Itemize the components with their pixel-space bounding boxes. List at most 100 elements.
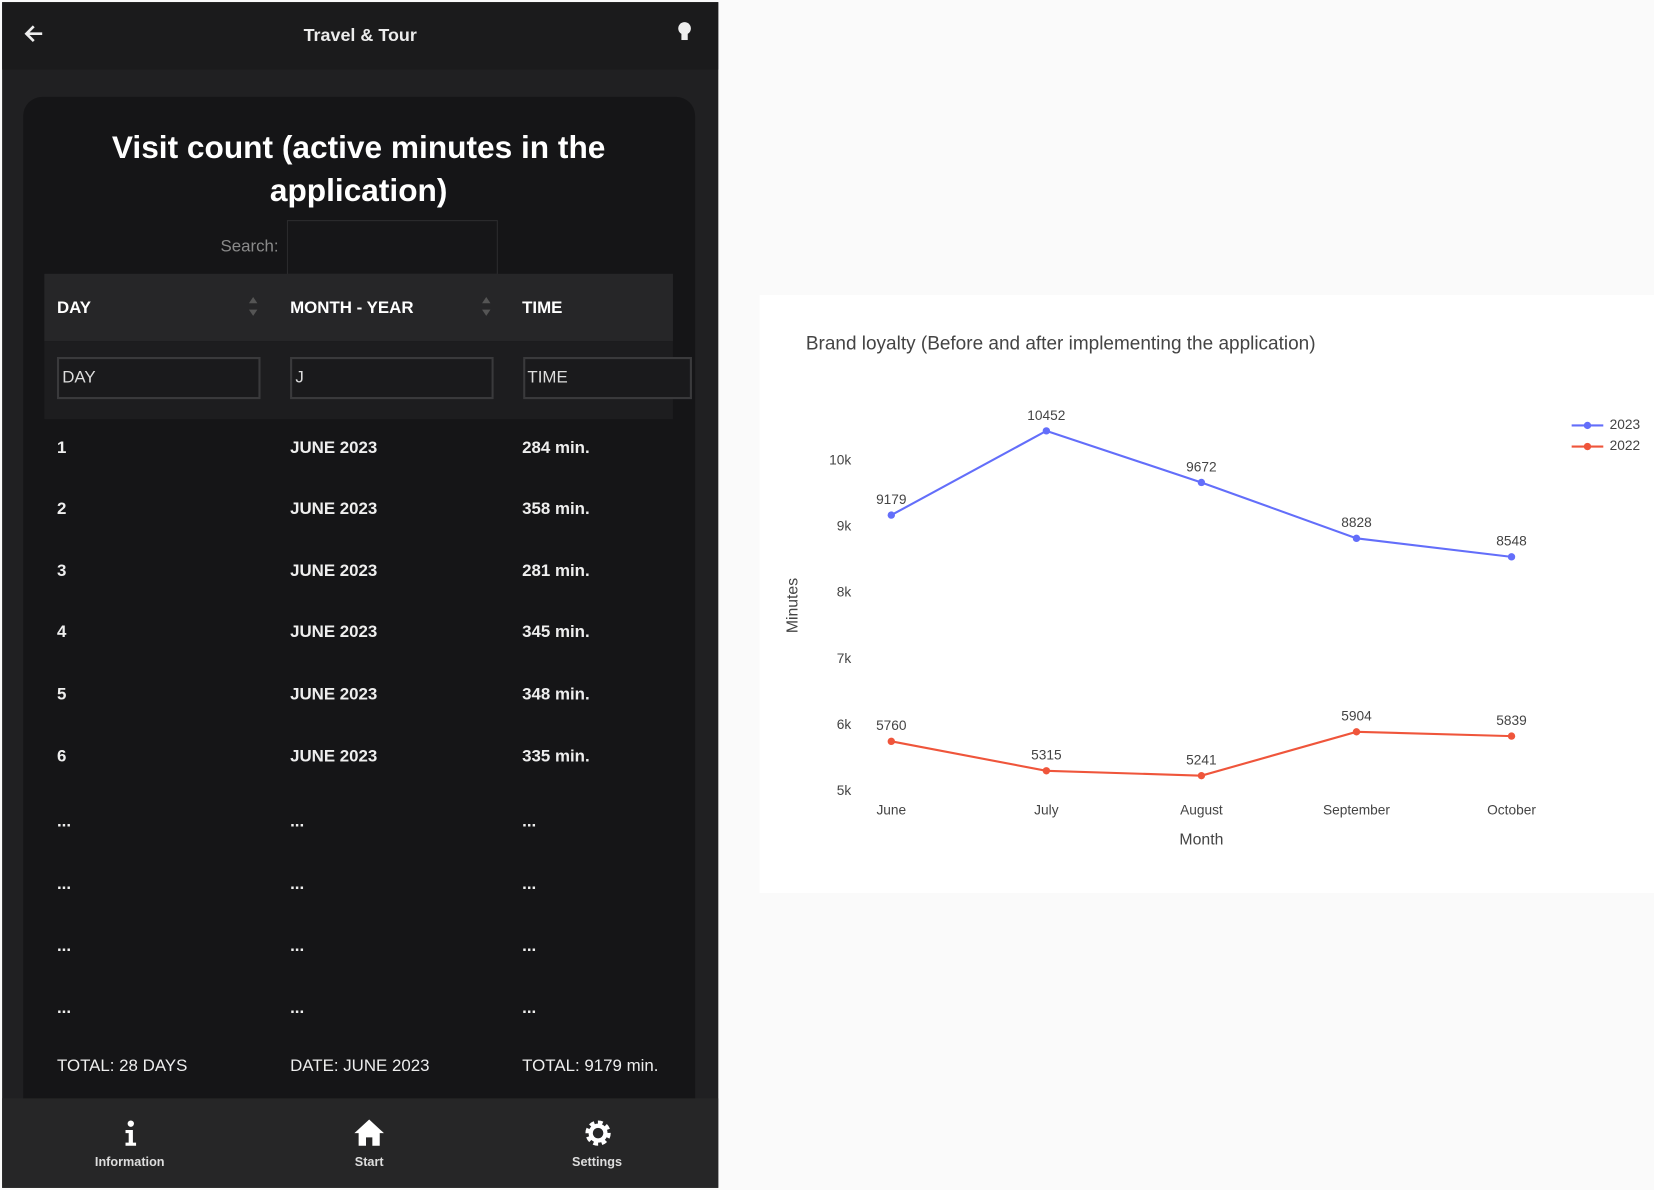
table-footer: DATE: JUNE 2023 — [290, 1057, 430, 1076]
theme-button[interactable] — [676, 21, 693, 44]
nav-label[interactable]: Settings — [572, 1154, 622, 1169]
chart-panel: Brand loyalty (Before and after implemen… — [759, 294, 1654, 894]
x-tick-label: October — [1487, 803, 1536, 818]
sort-icon[interactable] — [481, 296, 492, 317]
table-cell: JUNE 2023 — [290, 562, 378, 581]
data-label: 5241 — [1186, 753, 1216, 768]
table-cell: ... — [522, 999, 537, 1018]
search-input[interactable] — [286, 220, 498, 275]
table-cell: 358 min. — [522, 500, 590, 519]
chart-title: Brand loyalty (Before and after implemen… — [806, 333, 1316, 354]
data-label: 9179 — [876, 492, 906, 507]
home-icon — [354, 1119, 384, 1146]
chart: Brand loyalty (Before and after implemen… — [784, 333, 1641, 849]
column-header[interactable]: DAY — [56, 299, 92, 317]
legend-marker — [1583, 442, 1592, 451]
table-cell: 284 min. — [522, 439, 590, 458]
filter-input[interactable] — [56, 357, 261, 400]
table-cell: ... — [290, 875, 305, 894]
x-tick-label: August — [1180, 803, 1223, 818]
bottom-nav — [2, 1098, 719, 1188]
data-point — [1507, 732, 1516, 740]
table-cell: JUNE 2023 — [290, 747, 378, 766]
y-tick-label: 6k — [837, 717, 852, 732]
data-label: 5315 — [1031, 748, 1062, 763]
data-point — [1042, 427, 1051, 435]
table-cell: ... — [290, 999, 305, 1018]
table-cell: 345 min. — [522, 623, 590, 642]
legend-label: 2023 — [1610, 417, 1641, 432]
sort-icon[interactable] — [248, 296, 259, 317]
table-cell: 5 — [56, 685, 67, 704]
y-tick-label: 5k — [837, 783, 852, 798]
table-cell: 335 min. — [522, 747, 590, 766]
table-cell: 3 — [56, 562, 67, 581]
data-label: 10452 — [1027, 408, 1065, 423]
settings-icon — [585, 1120, 611, 1146]
data-point — [1352, 534, 1361, 543]
data-label: 8828 — [1341, 515, 1372, 530]
column-header[interactable]: MONTH - YEAR — [290, 299, 414, 317]
data-label: 9672 — [1186, 459, 1216, 474]
table-footer: TOTAL: 9179 min. — [522, 1057, 659, 1076]
legend-label: 2022 — [1610, 438, 1640, 453]
data-label: 5904 — [1341, 709, 1372, 724]
table-cell: JUNE 2023 — [290, 685, 378, 704]
y-tick-label: 10k — [829, 452, 851, 467]
table-header — [44, 273, 673, 342]
filter-text: TIME — [527, 368, 568, 387]
table-cell: ... — [522, 812, 537, 831]
column-header[interactable]: TIME — [522, 299, 563, 317]
top-bar: Travel & Tour — [2, 2, 719, 70]
data-point — [1197, 478, 1206, 487]
app-title: Travel & Tour — [303, 25, 417, 46]
table-cell: ... — [290, 937, 305, 956]
y-tick-label: 7k — [837, 651, 852, 666]
y-tick-label: 9k — [837, 519, 852, 534]
x-tick-label: July — [1034, 803, 1059, 818]
back-button[interactable] — [23, 23, 44, 44]
filter-row — [44, 341, 692, 420]
data-point — [1352, 728, 1361, 736]
table-cell: 348 min. — [522, 685, 590, 704]
data-point — [1042, 767, 1051, 775]
data-label: 5760 — [876, 718, 907, 733]
table-title: Visit count (active minutes in the appli… — [111, 130, 606, 209]
y-tick-label: 8k — [837, 585, 852, 600]
x-tick-label: June — [876, 803, 906, 818]
info-icon — [125, 1120, 137, 1146]
filter-input[interactable] — [523, 357, 692, 400]
nav-label[interactable]: Information — [94, 1154, 165, 1169]
data-label: 5839 — [1496, 713, 1526, 728]
table-cell: ... — [56, 875, 72, 894]
table-cell: ... — [56, 812, 72, 831]
data-point — [887, 511, 895, 519]
y-axis-label: Minutes — [784, 578, 801, 633]
filter-text: J — [295, 368, 304, 387]
table-cell: JUNE 2023 — [290, 500, 378, 519]
table-cell: 4 — [56, 623, 67, 642]
nav-label[interactable]: Start — [354, 1154, 384, 1169]
table-cell: 6 — [56, 747, 67, 766]
data-point — [1197, 772, 1206, 780]
table-cell: JUNE 2023 — [290, 439, 378, 458]
app-screen: Travel & Tour Visit count (active minute… — [2, 2, 719, 1188]
data-point — [887, 737, 895, 746]
table-cell: ... — [522, 937, 537, 956]
legend-marker — [1583, 421, 1592, 430]
filter-text: DAY — [62, 368, 96, 387]
table-cell: ... — [522, 875, 537, 894]
table-cell: 2 — [56, 500, 67, 519]
filter-input[interactable] — [290, 357, 494, 400]
x-tick-label: September — [1323, 803, 1390, 818]
table-cell: ... — [290, 812, 305, 831]
table-cell: ... — [56, 999, 72, 1018]
series-line — [890, 429, 1512, 558]
table-cell: 1 — [56, 439, 67, 458]
table-cell: ... — [56, 937, 72, 956]
search-label: Search: — [220, 238, 279, 256]
x-axis-label: Month — [1179, 832, 1223, 849]
data-label: 8548 — [1496, 534, 1527, 549]
